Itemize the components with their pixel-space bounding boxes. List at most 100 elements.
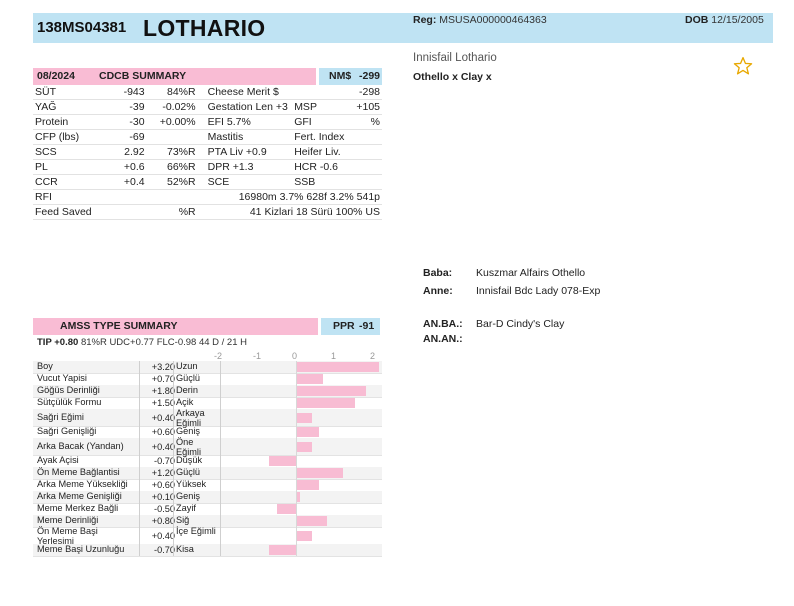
mgs-name[interactable]: Bar-D Cindy's Clay [476, 318, 565, 330]
trait-descriptor: Yüksek [176, 479, 207, 489]
trait-descriptor: Geniş [176, 426, 201, 436]
cdcb-row: SÜT -943 84%R Cheese Merit $ -298 [33, 85, 382, 100]
cdcb-cell: +0.00% [146, 114, 198, 130]
cdcb-row: CCR +0.4 52%R SCE SSB [33, 174, 382, 190]
trait-name: Arka Meme Genişliği [37, 491, 122, 501]
trait-name: Göğüs Derinliği [37, 385, 100, 395]
trait-name: Sütçülük Formu [37, 397, 102, 407]
type-trait-row: Meme Başi Uzunluğu -0.70 Kisa [33, 544, 382, 557]
trait-descriptor: Öne Eğimli [176, 437, 202, 457]
ppr-badge: PPR -91 [321, 318, 380, 335]
cdcb-cell: -298 [346, 85, 382, 100]
column-divider [139, 385, 140, 397]
trait-value: -0.70 [154, 545, 175, 555]
dam-name[interactable]: Innisfail Bdc Lady 078-Exp [476, 285, 601, 297]
trait-name: Arka Meme Yüksekliği [37, 479, 128, 489]
cdcb-cell: 2.92 [93, 144, 147, 160]
column-divider [173, 426, 174, 438]
cdcb-summary-header: 08/2024 CDCB SUMMARY [33, 68, 316, 85]
cdcb-row: Protein -30 +0.00% EFI 5.7% GFI% [33, 114, 382, 130]
trait-value: +0.80 [151, 516, 175, 526]
cdcb-row: Feed Saved %R 41 Kizlari 18 Sürü 100% US [33, 204, 382, 220]
cdcb-cell: GFI [292, 114, 347, 130]
cdcb-cell [93, 204, 147, 220]
column-divider [220, 397, 221, 409]
cdcb-cell [93, 189, 147, 205]
column-divider [173, 544, 174, 556]
trait-name: Ön Meme Bağlantisi [37, 467, 120, 477]
trait-value: +3.20 [151, 362, 175, 372]
column-divider [173, 503, 174, 515]
cdcb-cell: HCR -0.6 [292, 159, 347, 175]
trait-name: Meme Derinliği [37, 515, 99, 525]
tip-summary: TIP +0.80 81%R UDC+0.77 FLC-0.98 44 D / … [37, 337, 247, 348]
cdcb-cell: CCR [33, 174, 94, 190]
type-trait-row: Göğüs Derinliği +1.80 Derin [33, 385, 382, 398]
scale-tick-label: -2 [214, 351, 223, 361]
trait-name: Boy [37, 361, 53, 371]
cdcb-cell: -30 [93, 114, 147, 130]
type-trait-row: Ön Meme Bağlantisi +1.20 Güçlü [33, 467, 382, 480]
trait-value: +1.20 [151, 468, 175, 478]
sire-name[interactable]: Kuszmar Alfairs Othello [476, 267, 586, 279]
column-divider [139, 361, 140, 373]
trait-descriptor: Zayif [176, 503, 196, 513]
trait-descriptor: Arkaya Eğimli [176, 408, 205, 428]
column-divider [220, 385, 221, 397]
cdcb-cell: EFI 5.7% [197, 114, 293, 130]
trait-bar [268, 456, 296, 466]
trait-name: Arka Bacak (Yandan) [37, 440, 124, 451]
type-trait-chart: Boy +3.20 Uzun Vucut Yapisi +0.70 Güçlü Göğüs … [33, 361, 382, 557]
cdcb-cell: SÜT [33, 85, 94, 100]
trait-value: +0.70 [151, 374, 175, 384]
trait-descriptor: Siğ [176, 515, 190, 525]
trait-bar [268, 545, 296, 555]
column-divider [139, 503, 140, 515]
cdcb-row: YAĞ -39 -0.02% Gestation Len +3 MSP +105 [33, 99, 382, 115]
mgs-label: AN.BA.: [423, 318, 463, 330]
bull-name: LOTHARIO [143, 15, 266, 41]
column-divider [220, 544, 221, 556]
type-trait-row: Arka Meme Genişliği +0.10 Geniş [33, 491, 382, 504]
column-divider [139, 544, 140, 556]
column-divider [139, 527, 140, 544]
ppr-label: PPR [333, 320, 355, 332]
zero-line [296, 361, 297, 556]
star-outline-icon[interactable] [733, 56, 753, 80]
trait-value: +0.60 [151, 427, 175, 437]
cross-line: Othello x Clay x [413, 71, 492, 83]
column-divider [220, 409, 221, 426]
column-divider [139, 467, 140, 479]
trait-value: -0.50 [154, 504, 175, 514]
trait-bar [296, 530, 312, 541]
column-divider [220, 515, 221, 527]
column-divider [220, 491, 221, 503]
cdcb-cell: SCE [197, 174, 293, 190]
cdcb-cell [146, 189, 198, 205]
cdcb-cell: Gestation Len +3 [197, 99, 293, 115]
cdcb-cell: DPR +1.3 [197, 159, 293, 175]
trait-bar [296, 492, 300, 502]
trait-bar [296, 412, 312, 423]
trait-descriptor: Uzun [176, 361, 198, 371]
type-trait-row: Sağri Eğimi +0.40 Arkaya Eğimli [33, 408, 382, 428]
cdcb-cell: +0.6 [93, 159, 147, 175]
column-divider [139, 515, 140, 527]
column-divider [139, 455, 140, 467]
cdcb-cell: -39 [93, 99, 147, 115]
trait-value: +0.40 [151, 530, 175, 541]
cdcb-title: CDCB SUMMARY [99, 70, 187, 82]
cdcb-cell: %R [146, 204, 198, 220]
reg-label: Reg: [413, 14, 437, 26]
column-divider [139, 438, 140, 455]
column-divider [173, 527, 174, 544]
trait-descriptor: Düşük [176, 455, 203, 465]
trait-value: +1.80 [151, 386, 175, 396]
scale-tick-label: -1 [253, 351, 262, 361]
trait-bar [296, 516, 328, 526]
cdcb-cell: SCS [33, 144, 94, 160]
cdcb-row: RFI 16980m 3.7% 628f 3.2% 541p [33, 189, 382, 205]
column-divider [173, 397, 174, 409]
column-divider [220, 438, 221, 455]
trait-value: +0.40 [151, 412, 175, 423]
